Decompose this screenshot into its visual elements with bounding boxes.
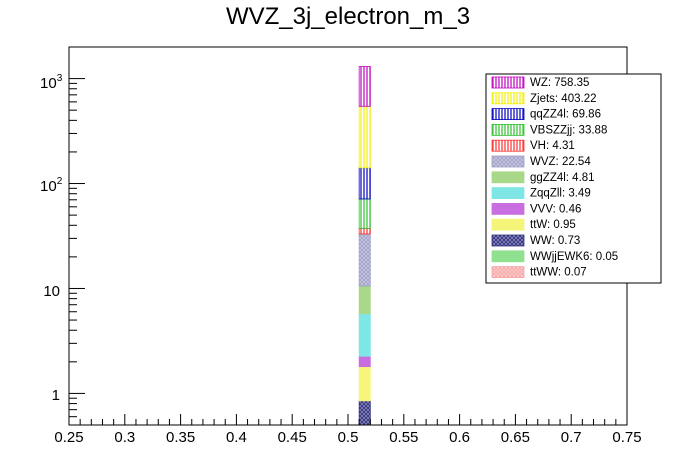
- bar-segment-vbszzjj: [358, 198, 371, 229]
- x-tick-label: 0.5: [338, 429, 359, 446]
- legend-label-wvz: WVZ: 22.54: [530, 156, 591, 168]
- legend-swatch-wvz: [491, 155, 525, 168]
- bar-segment-qqzz4l: [358, 167, 371, 200]
- bar-segment-ww: [358, 400, 371, 426]
- legend-label-ww: WW: 0.73: [530, 235, 580, 247]
- bar-segment-vvv: [358, 355, 371, 368]
- legend-swatch-zqqzll: [491, 187, 525, 200]
- x-tick-label: 0.35: [166, 429, 195, 446]
- legend-swatch-ttww: [491, 266, 525, 279]
- legend: WZ: 758.35 Zjets: 403.22 qqZZ4l: 69.86 VBSZ…: [485, 73, 662, 284]
- legend-swatch-qqzz4l: [491, 108, 525, 120]
- legend-swatch-vh: [491, 139, 525, 152]
- x-axis: 0.25 0.3 0.35 0.4 0.45 0.5 0.55 0.6 0.65 0.7 0.75: [54, 414, 642, 446]
- legend-swatch-ggzz4l: [491, 171, 525, 184]
- x-tick-label: 0.3: [114, 429, 135, 446]
- legend-swatch-ttw: [491, 218, 525, 231]
- legend-label-zjets: Zjets: 403.22: [530, 93, 596, 105]
- legend-swatch-zjets: [491, 92, 525, 105]
- legend-label-ttww: ttWW: 0.07: [530, 267, 587, 279]
- bar-segment-zjets: [358, 105, 371, 169]
- x-tick-label: 0.7: [561, 429, 582, 446]
- y-tick-label-100-exp: 2: [57, 176, 63, 187]
- legend-label-ggzz4l: ggZZ4l: 4.81: [530, 172, 595, 184]
- bar-segment-vh: [358, 227, 371, 235]
- legend-label-vvv: VVV: 0.46: [530, 203, 581, 215]
- legend-swatch-vvv: [491, 202, 525, 215]
- x-tick-label: 0.65: [501, 429, 530, 446]
- legend-label-wwjjewk6: WWjjEWK6: 0.05: [530, 251, 618, 263]
- legend-swatch-wz: [491, 76, 525, 89]
- y-tick-label-10: 10: [43, 283, 60, 300]
- legend-swatch-ww: [491, 234, 525, 247]
- legend-label-qqzz4l: qqZZ4l: 69.86: [530, 109, 601, 121]
- stacked-bars: [358, 66, 371, 426]
- legend-label-vbszzjj: VBSZZjj: 33.88: [530, 124, 607, 136]
- y-tick-label-1: 1: [52, 387, 60, 404]
- bar-segment-wvz: [358, 233, 371, 287]
- bar-segment-ttw: [358, 366, 371, 402]
- legend-label-vh: VH: 4.31: [530, 140, 575, 152]
- legend-label-wz: WZ: 758.35: [530, 77, 589, 89]
- x-tick-label: 0.55: [389, 429, 418, 446]
- legend-items: WZ: 758.35 Zjets: 403.22 qqZZ4l: 69.86 VBSZ…: [491, 76, 618, 279]
- bar-segment-zqqzll: [358, 313, 371, 357]
- x-tick-label: 0.4: [226, 429, 247, 446]
- chart-title: WVZ_3j_electron_m_3: [226, 3, 470, 30]
- legend-swatch-vbszzjj: [491, 124, 525, 136]
- y-axis: 1 10 102 103: [40, 46, 85, 426]
- x-tick-label: 0.45: [278, 429, 307, 446]
- bar-segment-wz: [358, 66, 371, 107]
- legend-label-ttw: ttW: 0.95: [530, 219, 576, 231]
- y-tick-label-1000: 103: [40, 73, 63, 92]
- legend-label-zqqzll: ZqqZll: 3.49: [530, 188, 591, 200]
- x-tick-label: 0.25: [54, 429, 83, 446]
- y-tick-label-1000-base: 10: [40, 75, 57, 92]
- y-tick-label-100-base: 10: [40, 178, 57, 195]
- x-tick-label: 0.75: [612, 429, 641, 446]
- bar-segment-ggzz4l: [358, 285, 371, 315]
- x-tick-label: 0.6: [449, 429, 470, 446]
- legend-swatch-wwjjewk6: [491, 250, 525, 263]
- y-tick-label-100: 102: [40, 176, 63, 195]
- y-tick-label-1000-exp: 3: [57, 73, 63, 84]
